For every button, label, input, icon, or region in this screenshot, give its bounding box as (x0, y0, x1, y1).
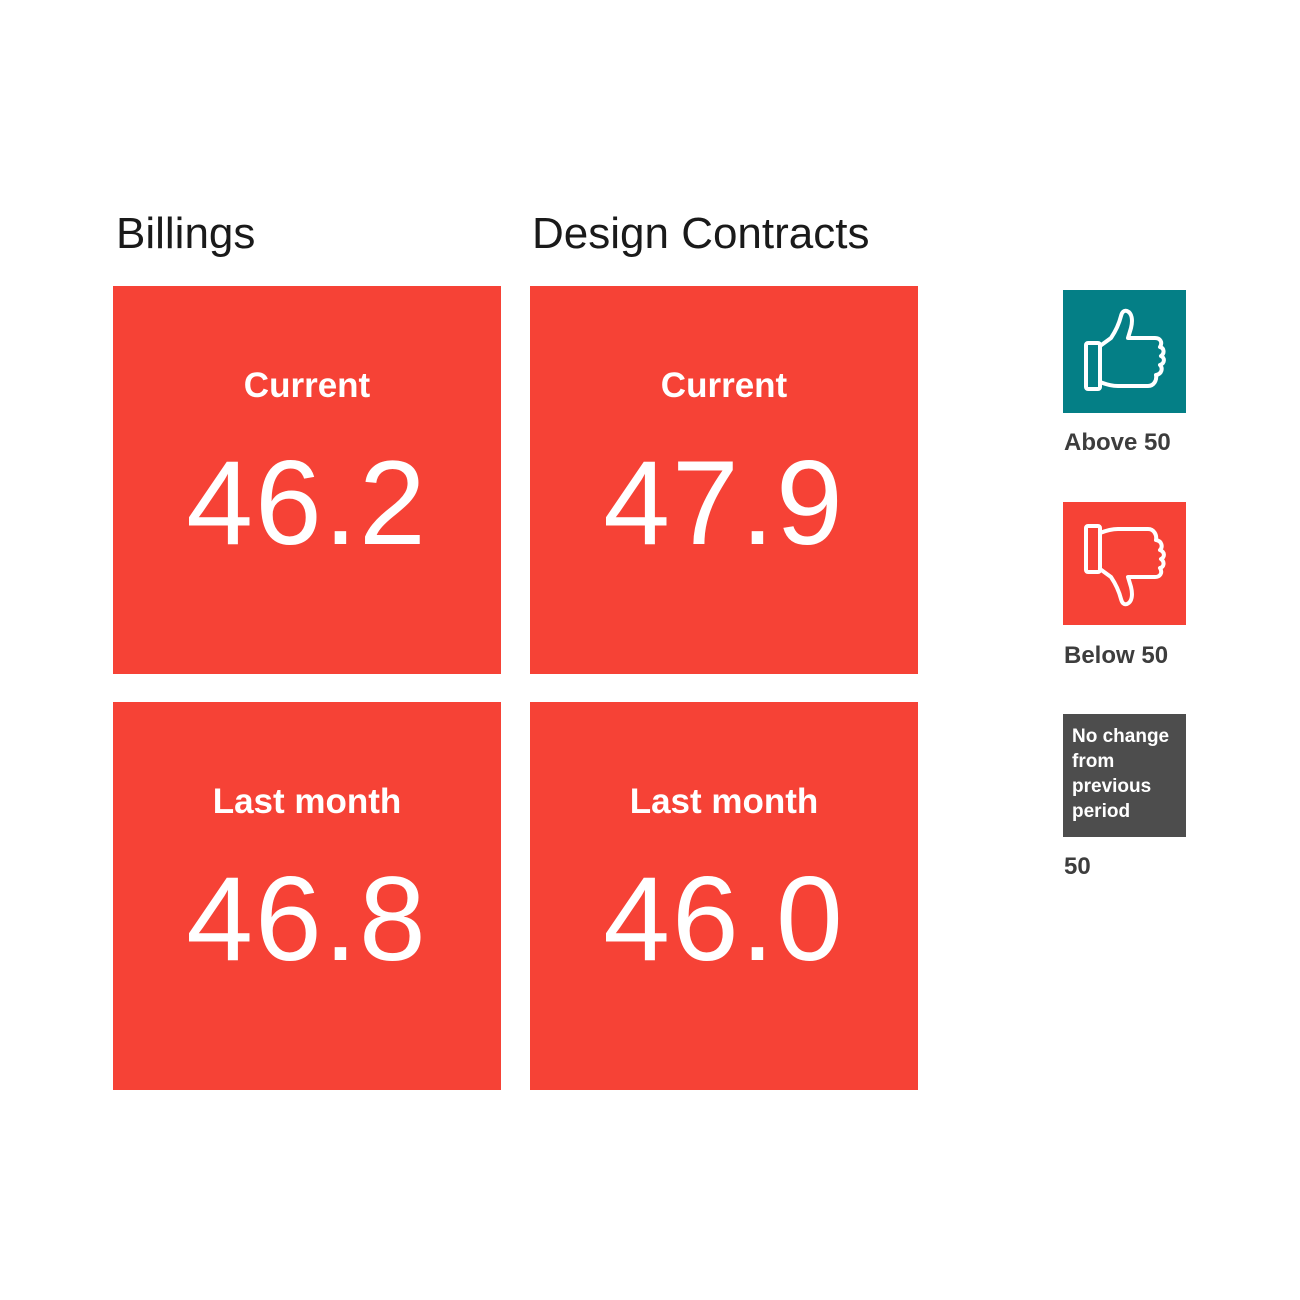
design-contracts-last-month-tile: Last month 46.0 (530, 702, 918, 1090)
design-contracts-title: Design Contracts (532, 209, 870, 258)
billings-last-month-tile: Last month 46.8 (113, 702, 501, 1090)
thumbs-up-icon (1084, 308, 1166, 391)
legend-no-change-label: 50 (1064, 853, 1091, 880)
legend-above-swatch (1063, 290, 1186, 413)
legend-no-change-text: No change from previous period (1072, 726, 1170, 822)
legend-no-change-swatch: No change from previous period (1063, 714, 1186, 837)
tile-label: Current (660, 366, 788, 405)
tile-label: Last month (629, 782, 819, 821)
tile-value: 46.0 (603, 852, 845, 986)
legend-below-label: Below 50 (1064, 642, 1169, 669)
billings-current-tile: Current 46.2 (113, 286, 501, 674)
tile-value: 46.2 (186, 436, 428, 570)
thumbs-down-icon (1084, 524, 1166, 607)
design-contracts-current-tile: Current 47.9 (530, 286, 918, 674)
tile-value: 46.8 (186, 852, 428, 986)
legend-below-swatch (1063, 502, 1186, 625)
tile-value: 47.9 (603, 436, 845, 570)
tile-label: Last month (212, 782, 402, 821)
billings-title: Billings (116, 209, 256, 258)
tile-label: Current (243, 366, 371, 405)
legend-above-label: Above 50 (1064, 429, 1171, 456)
